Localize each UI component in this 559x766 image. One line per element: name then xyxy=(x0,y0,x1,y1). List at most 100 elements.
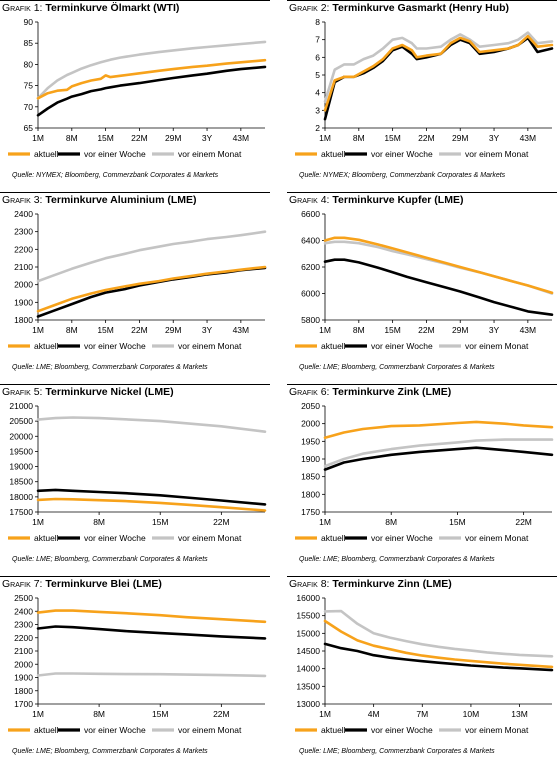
y-tick-label: 3 xyxy=(315,105,320,115)
y-tick-label: 6600 xyxy=(301,209,320,219)
x-tick-label: 8M xyxy=(353,133,365,143)
x-tick-label: 8M xyxy=(93,517,105,527)
chart-source: Quelle: NYMEX; Bloomberg, Commerzbank Co… xyxy=(299,172,506,179)
x-tick-label: 22M xyxy=(515,517,532,527)
chart-prefix: Grafik 8: xyxy=(289,578,330,590)
x-tick-label: 8M xyxy=(93,709,105,719)
chart-source: Quelle: LME; Bloomberg, Commerzbank Corp… xyxy=(299,364,495,371)
y-tick-label: 2 xyxy=(315,123,320,133)
chart-panel-zinn: Grafik 8: Terminkurve Zinn (LME) 13000 13… xyxy=(287,576,557,766)
y-tick-label: 6 xyxy=(315,52,320,62)
y-tick-label: 21000 xyxy=(9,401,33,411)
y-tick-label: 16000 xyxy=(296,593,320,603)
chart-svg: 13000 13500 14000 14500 15000 15500 16000 1M 4M 7… xyxy=(295,593,554,735)
x-tick-label: 22M xyxy=(418,325,435,335)
series-line-woche xyxy=(36,488,267,506)
legend-label-woche: vor einer Woche xyxy=(84,533,146,543)
y-tick-label: 1900 xyxy=(14,297,33,307)
x-tick-label: 13M xyxy=(511,709,528,719)
y-tick-label: 14000 xyxy=(296,664,320,674)
y-tick-label: 2500 xyxy=(14,593,33,603)
x-tick-label: 8M xyxy=(66,133,78,143)
legend-label-woche: vor einer Woche xyxy=(371,341,433,351)
x-tick-label: 8M xyxy=(66,325,78,335)
x-tick-label: 29M xyxy=(165,133,182,143)
chart-svg: 1750 1800 1850 1900 1950 2000 2050 1M 8M 15M 22M ak… xyxy=(295,401,554,543)
y-tick-label: 19500 xyxy=(9,446,33,456)
legend-label-monat: vor einem Monat xyxy=(178,533,242,543)
x-tick-label: 22M xyxy=(131,325,148,335)
y-tick-label: 2300 xyxy=(14,227,33,237)
y-tick-label: 5800 xyxy=(301,315,320,325)
legend-label-woche: vor einer Woche xyxy=(84,725,146,735)
chart-title: Grafik 8: Terminkurve Zinn (LME) xyxy=(289,578,452,590)
legend-label-aktuell: aktuell xyxy=(34,149,59,159)
chart-title: Grafik 7: Terminkurve Blei (LME) xyxy=(2,578,162,590)
x-tick-label: 1M xyxy=(32,709,44,719)
panel-rule xyxy=(0,0,270,1)
chart-source: Quelle: LME; Bloomberg, Commerzbank Corp… xyxy=(12,556,208,563)
x-tick-label: 15M xyxy=(384,325,401,335)
y-tick-label: 1800 xyxy=(14,686,33,696)
panel-rule xyxy=(0,192,270,193)
chart-title: Grafik 4: Terminkurve Kupfer (LME) xyxy=(289,194,463,206)
x-tick-label: 22M xyxy=(213,517,230,527)
x-tick-label: 1M xyxy=(319,325,331,335)
x-tick-label: 22M xyxy=(131,133,148,143)
y-tick-label: 65 xyxy=(24,123,34,133)
x-tick-label: 3Y xyxy=(202,133,213,143)
x-tick-label: 3Y xyxy=(489,133,500,143)
series-line-woche xyxy=(323,446,554,471)
x-tick-label: 43M xyxy=(520,325,537,335)
series-line-aktuell xyxy=(36,265,267,313)
panel-rule xyxy=(0,384,270,385)
chart-title: Grafik 1: Terminkurve Ölmarkt (WTI) xyxy=(2,2,179,14)
chart-prefix: Grafik 7: xyxy=(2,578,43,590)
series-line-aktuell xyxy=(323,236,554,295)
y-tick-label: 8 xyxy=(315,17,320,27)
chart-source: Quelle: LME; Bloomberg, Commerzbank Corp… xyxy=(12,748,208,755)
chart-svg: 1700 1800 1900 2000 2100 2200 2300 2400 2500 1M 8M… xyxy=(8,593,267,735)
chart-svg: 17500 18000 18500 19000 19500 20000 20500 21000… xyxy=(8,401,267,543)
series-line-woche xyxy=(323,36,554,121)
legend-label-monat: vor einem Monat xyxy=(465,533,529,543)
series-line-aktuell xyxy=(36,58,267,100)
chart-source: Quelle: LME; Bloomberg, Commerzbank Corp… xyxy=(299,556,495,563)
x-tick-label: 22M xyxy=(418,133,435,143)
y-tick-label: 2400 xyxy=(14,606,33,616)
chart-title-text: Terminkurve Kupfer (LME) xyxy=(332,194,464,206)
x-tick-label: 43M xyxy=(233,325,250,335)
chart-prefix: Grafik 6: xyxy=(289,386,330,398)
x-tick-label: 43M xyxy=(520,133,537,143)
y-tick-label: 2400 xyxy=(14,209,33,219)
chart-source: Quelle: NYMEX; Bloomberg, Commerzbank Co… xyxy=(12,172,219,179)
chart-panel-kupfer: Grafik 4: Terminkurve Kupfer (LME) 5800 6… xyxy=(287,192,557,382)
series-line-monat xyxy=(323,31,554,103)
legend-label-monat: vor einem Monat xyxy=(178,341,242,351)
legend-label-woche: vor einer Woche xyxy=(371,533,433,543)
series-line-woche xyxy=(36,65,267,117)
x-tick-label: 15M xyxy=(384,133,401,143)
y-tick-label: 2000 xyxy=(14,280,33,290)
series-line-monat xyxy=(323,609,554,658)
y-tick-label: 17500 xyxy=(9,507,33,517)
chart-prefix: Grafik 4: xyxy=(289,194,330,206)
y-tick-label: 2100 xyxy=(14,646,33,656)
x-tick-label: 1M xyxy=(32,517,44,527)
panel-rule xyxy=(287,384,557,385)
x-tick-label: 29M xyxy=(165,325,182,335)
x-tick-label: 10M xyxy=(463,709,480,719)
legend-label-aktuell: aktuell xyxy=(321,725,346,735)
series-line-aktuell xyxy=(323,619,554,669)
series-line-aktuell xyxy=(323,420,554,440)
y-tick-label: 1800 xyxy=(301,489,320,499)
series-line-monat xyxy=(36,230,267,283)
y-tick-label: 13500 xyxy=(296,681,320,691)
chart-title-text: Terminkurve Aluminium (LME) xyxy=(45,194,197,206)
chart-svg: 1800 1900 2000 2100 2200 2300 2400 1M 8M 15M 22M 29… xyxy=(8,209,267,351)
x-tick-label: 43M xyxy=(233,133,250,143)
y-tick-label: 2200 xyxy=(14,633,33,643)
chart-prefix: Grafik 5: xyxy=(2,386,43,398)
legend-label-aktuell: aktuell xyxy=(321,341,346,351)
x-tick-label: 15M xyxy=(97,133,114,143)
